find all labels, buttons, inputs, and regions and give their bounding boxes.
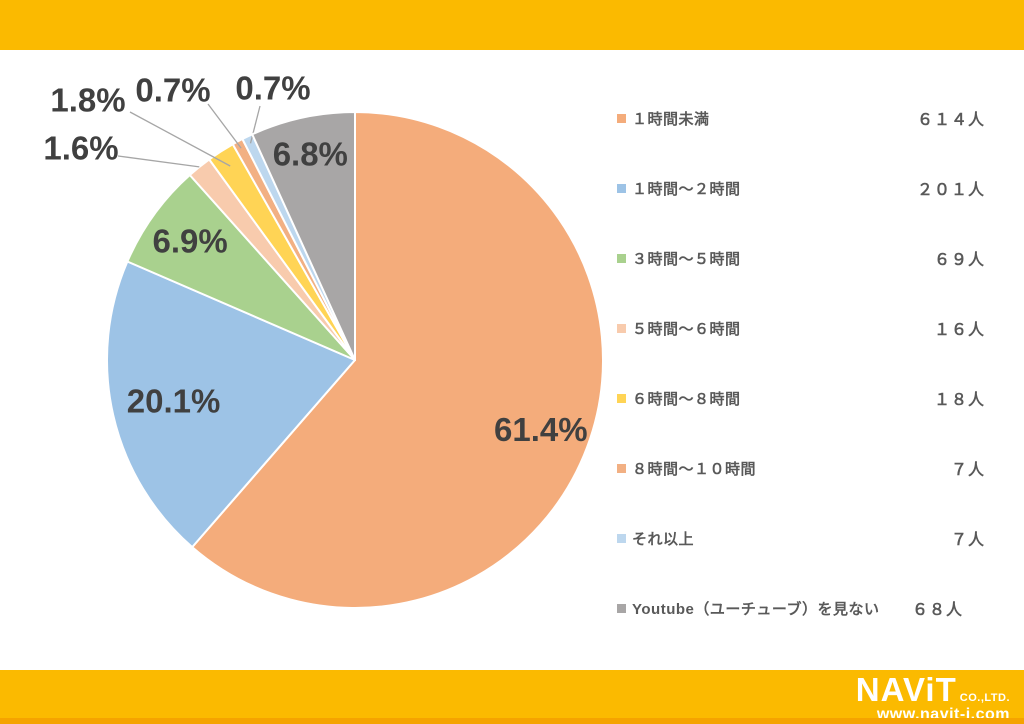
pie-slice-1 <box>106 260 356 549</box>
pie-slice-0 <box>191 111 604 609</box>
pie-slice-7 <box>251 111 356 361</box>
percent-label-6: 0.7% <box>235 70 310 107</box>
percent-label-0: 61.4% <box>494 411 588 448</box>
percent-label-5: 0.7% <box>135 72 210 109</box>
pie-slice-2 <box>126 174 356 361</box>
leader-line-3 <box>117 155 200 168</box>
percent-label-7: 6.8% <box>273 136 348 173</box>
navit-logo: NAViT CO.,LTD. www.navit-j.com <box>856 673 1010 723</box>
logo-name: NAViT <box>855 671 957 708</box>
top-band <box>0 0 1024 50</box>
bottom-band: NAViT CO.,LTD. www.navit-j.com <box>0 670 1024 724</box>
leader-line-5 <box>207 103 242 149</box>
percent-label-3: 1.6% <box>43 130 118 167</box>
logo-suffix: CO.,LTD. <box>959 692 1010 704</box>
percent-label-4: 1.8% <box>50 82 125 119</box>
percent-label-2: 6.9% <box>152 223 227 260</box>
percent-label-1: 20.1% <box>127 383 221 420</box>
leader-line-4 <box>129 111 231 167</box>
logo-name-row: NAViT CO.,LTD. <box>856 673 1010 706</box>
leader-line-6 <box>249 105 261 144</box>
bottom-band-edge <box>0 718 1024 724</box>
